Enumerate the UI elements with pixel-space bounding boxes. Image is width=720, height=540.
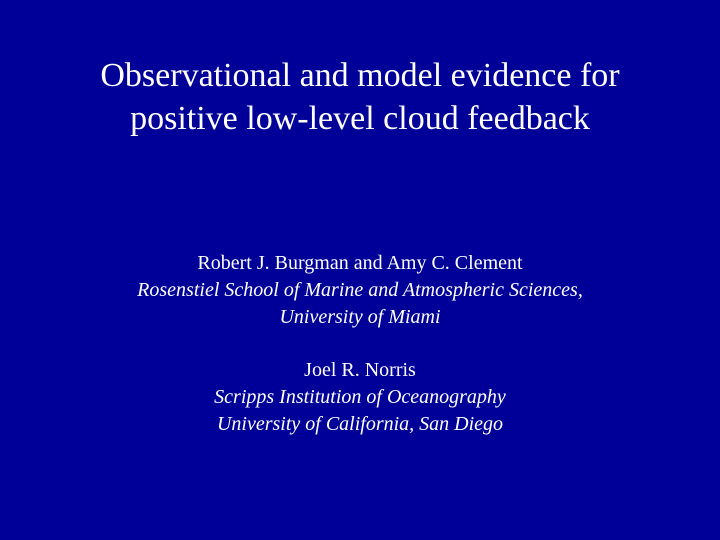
slide-title: Observational and model evidence for pos… [40,55,680,140]
authors-2-names: Joel R. Norris [40,357,680,384]
authors-2-affil-2: University of California, San Diego [40,411,680,438]
title-line-2: positive low-level cloud feedback [130,100,590,137]
authors-1-affil-2: University of Miami [40,304,680,331]
authors-1-names: Robert J. Burgman and Amy C. Clement [40,250,680,277]
author-block-2: Joel R. Norris Scripps Institution of Oc… [40,357,680,438]
title-line-1: Observational and model evidence for [100,57,619,94]
slide-container: Observational and model evidence for pos… [0,0,720,540]
authors-1-affil-1: Rosenstiel School of Marine and Atmosphe… [40,277,680,304]
author-block-1: Robert J. Burgman and Amy C. Clement Ros… [40,250,680,331]
authors-section: Robert J. Burgman and Amy C. Clement Ros… [40,250,680,438]
authors-2-affil-1: Scripps Institution of Oceanography [40,384,680,411]
